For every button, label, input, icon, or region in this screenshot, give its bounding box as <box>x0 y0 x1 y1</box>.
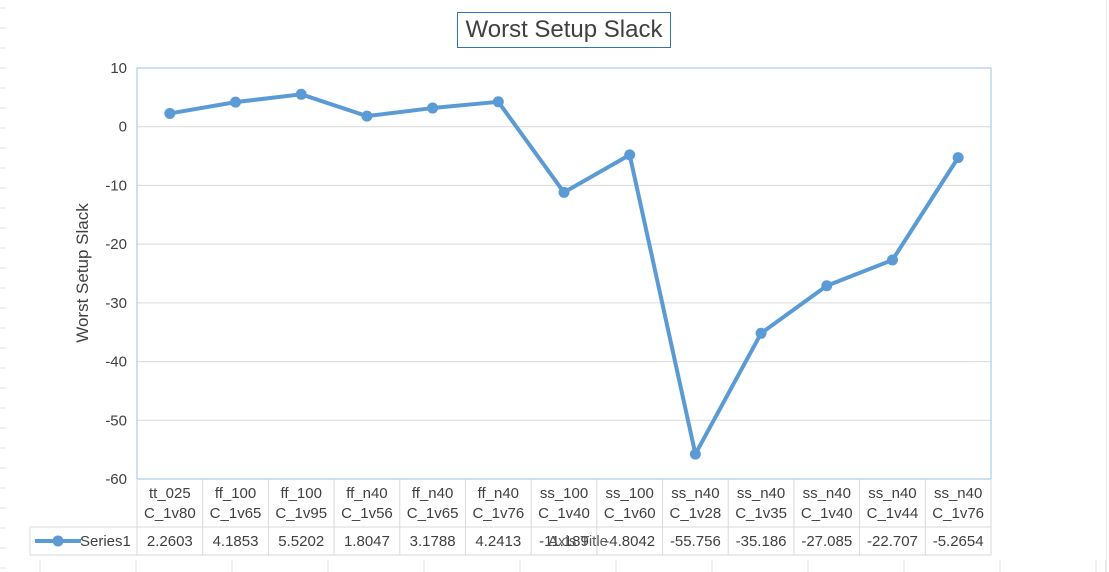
data-point <box>755 327 767 339</box>
data-table-value: -27.085 <box>801 533 852 550</box>
legend-label: Series1 <box>80 533 131 550</box>
data-table-value: -5.2654 <box>933 533 984 550</box>
data-table-value: -35.186 <box>736 533 787 550</box>
data-point <box>952 152 964 164</box>
data-point <box>230 96 242 108</box>
data-table-value: -11.189 <box>539 533 589 550</box>
x-tick-label: ss_n40 C_1v40 <box>801 485 853 522</box>
data-table-value: 1.8047 <box>344 533 390 550</box>
chart-area[interactable]: 10 0 -10 -20 -30 -40 -50 -60 tt_025 C_1v80 ff_100 C… <box>8 0 1106 560</box>
x-tick-label: ff_100 C_1v95 <box>275 485 327 522</box>
x-tick-label: tt_025 C_1v80 <box>144 485 196 522</box>
data-point <box>624 149 636 161</box>
data-point <box>295 88 307 100</box>
line-chart: 10 0 -10 -20 -30 -40 -50 -60 tt_025 C_1v80 ff_100 C… <box>29 60 992 556</box>
x-tick-label: ss_n40 C_1v28 <box>670 485 722 522</box>
y-axis-title: Worst Setup Slack <box>73 203 92 343</box>
x-tick-label: ss_n40 C_1v44 <box>867 485 919 522</box>
plot-area <box>136 67 992 480</box>
y-tick-label: 0 <box>119 119 127 136</box>
data-point <box>164 107 176 119</box>
x-tick-label: ff_n40 C_1v76 <box>472 485 524 522</box>
data-table-value: -55.756 <box>670 533 721 550</box>
y-tick-label: -40 <box>105 354 127 371</box>
y-tick-label: -20 <box>105 236 127 253</box>
x-axis-title: Axis Title <box>548 533 608 550</box>
data-point <box>492 96 504 108</box>
data-table-value: 3.1788 <box>410 533 456 550</box>
data-point <box>886 254 898 266</box>
x-tick-label: ss_n40 C_1v76 <box>932 485 984 522</box>
data-point <box>427 102 439 114</box>
x-tick-label: ss_100 C_1v40 <box>538 485 590 522</box>
x-tick-label: ff_100 C_1v65 <box>210 485 262 522</box>
x-tick-label: ff_n40 C_1v65 <box>407 485 459 522</box>
x-tick-label: ff_n40 C_1v56 <box>341 485 393 522</box>
y-tick-label: -10 <box>105 177 127 194</box>
data-table-value: -4.8042 <box>604 533 655 550</box>
data-point <box>689 448 701 460</box>
y-tick-label: -50 <box>105 412 127 429</box>
data-table-value: 4.2413 <box>475 533 521 550</box>
data-table-value: 4.1853 <box>213 533 259 550</box>
data-table-value: 5.5202 <box>278 533 324 550</box>
x-tick-label: ss_n40 C_1v35 <box>735 485 787 522</box>
series-line <box>167 92 961 457</box>
y-tick-label: -60 <box>105 471 127 488</box>
chart-title[interactable]: Worst Setup Slack <box>457 12 671 48</box>
data-point <box>361 110 373 122</box>
y-tick-label: 10 <box>110 60 127 77</box>
data-point <box>821 280 833 292</box>
y-tick-label: -30 <box>105 295 127 312</box>
data-point <box>558 186 570 198</box>
data-table-value: 2.2603 <box>147 533 193 550</box>
legend-marker <box>52 535 64 547</box>
data-table-value: -22.707 <box>867 533 918 550</box>
x-tick-label: ss_100 C_1v60 <box>604 485 656 522</box>
